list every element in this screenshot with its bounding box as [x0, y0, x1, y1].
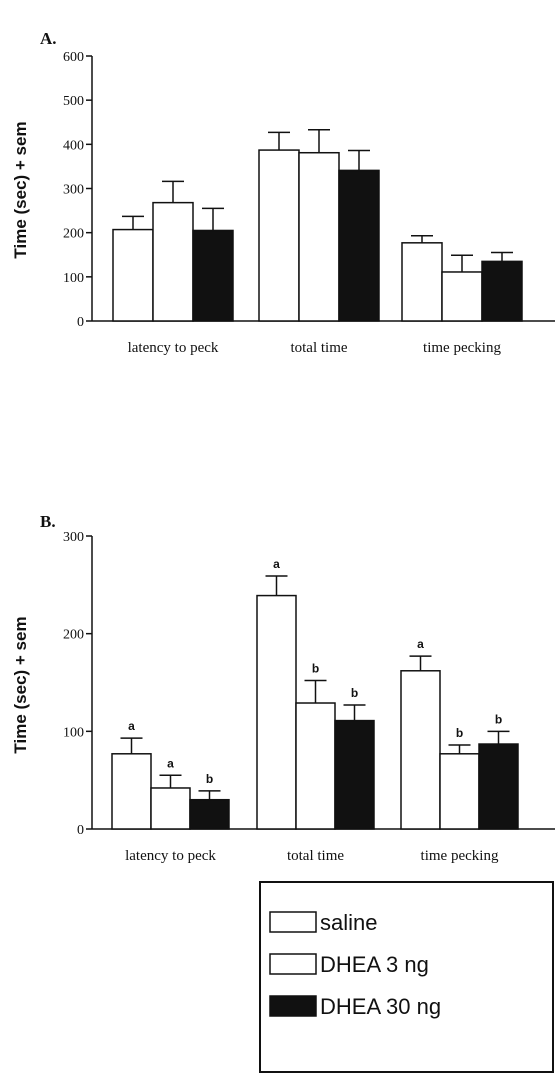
category-label: total time	[287, 848, 344, 864]
panel-a-plot: 0 100 200 300 400 500 600 latency to peck total …	[63, 50, 555, 356]
legend-swatch	[269, 953, 317, 975]
bar-dhea-30-ng	[189, 798, 230, 830]
y-tick-label: 200	[63, 628, 84, 643]
panel-a-label: A.	[40, 29, 57, 48]
significance-letter: b	[495, 712, 502, 726]
significance-letter: a	[167, 756, 174, 770]
bar-dhea-3-ng	[295, 702, 336, 830]
legend-box	[259, 881, 554, 1073]
panel-b-plot: 0 100 200 300 a a b latency to peck a b b total tim…	[63, 530, 555, 864]
panel-b-y-axis-label: Time (sec) + sem	[11, 616, 30, 753]
significance-letter: a	[273, 557, 280, 571]
legend-items: saline DHEA 3 ng DHEA 30 ng	[269, 910, 441, 1019]
bar-saline	[256, 594, 297, 830]
bar-dhea-3-ng	[150, 787, 191, 830]
bar-dhea-30-ng	[338, 169, 380, 322]
significance-letter: a	[417, 637, 424, 651]
bar-saline	[401, 242, 443, 322]
significance-letter: a	[128, 719, 135, 733]
category-label: time pecking	[423, 340, 501, 356]
category-label: total time	[290, 340, 347, 356]
y-tick-label: 600	[63, 50, 84, 65]
bar-saline	[111, 753, 152, 830]
bar-saline	[258, 149, 300, 322]
legend-swatch	[269, 995, 317, 1017]
bar-saline	[112, 228, 154, 322]
bar-saline	[400, 670, 441, 830]
category-label: time pecking	[421, 848, 499, 864]
bar-dhea-30-ng	[334, 719, 375, 830]
category-label: latency to peck	[128, 340, 219, 356]
y-tick-label: 300	[63, 183, 84, 198]
y-tick-label: 300	[63, 530, 84, 545]
legend: saline DHEA 3 ng DHEA 30 ng	[259, 881, 554, 1073]
panel-b: B. Time (sec) + sem 0 100 200 300 a a b latency…	[11, 512, 555, 864]
panel-a: A. Time (sec) + sem 0 100 200 300 400 500 600 l…	[11, 29, 555, 356]
legend-entry-label: DHEA 3 ng	[320, 952, 429, 977]
y-tick-label: 400	[63, 138, 84, 153]
significance-letter: b	[456, 726, 463, 740]
bar-dhea-30-ng	[481, 260, 523, 322]
y-tick-label: 100	[63, 271, 84, 286]
bar-dhea-3-ng	[152, 201, 194, 322]
significance-letter: b	[206, 772, 213, 786]
legend-entry-label: saline	[320, 910, 377, 935]
y-tick-label: 500	[63, 94, 84, 109]
significance-letter: b	[312, 662, 319, 676]
bar-dhea-3-ng	[298, 151, 340, 322]
legend-entry-label: DHEA 30 ng	[320, 994, 441, 1019]
y-tick-label: 0	[77, 823, 84, 838]
legend-swatch	[269, 911, 317, 933]
panel-b-label: B.	[40, 512, 56, 531]
bar-dhea-3-ng	[441, 271, 483, 322]
panel-a-y-axis-label: Time (sec) + sem	[11, 121, 30, 258]
significance-letter: b	[351, 686, 358, 700]
bar-dhea-30-ng	[478, 743, 519, 830]
y-tick-label: 100	[63, 725, 84, 740]
bar-dhea-30-ng	[192, 229, 234, 322]
bar-dhea-3-ng	[439, 753, 480, 830]
y-tick-label: 0	[77, 315, 84, 330]
category-label: latency to peck	[125, 848, 216, 864]
y-tick-label: 200	[63, 227, 84, 242]
